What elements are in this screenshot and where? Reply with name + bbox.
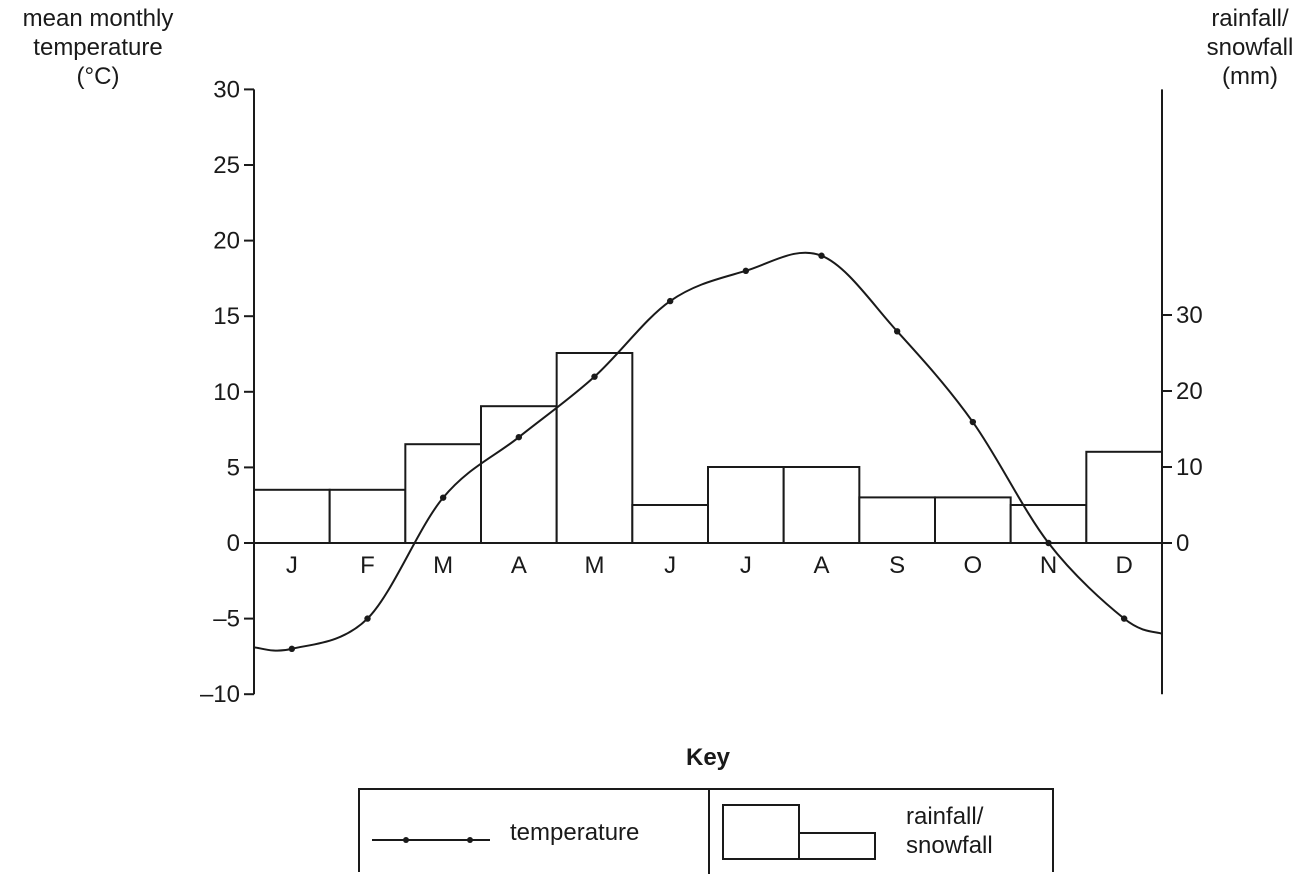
legend-title: Key [685, 744, 731, 771]
left-tick-label: 0 [227, 530, 240, 557]
rainfall-bar [1085, 450, 1164, 544]
left-tick-label: –5 [213, 606, 240, 633]
rainfall-bar [1009, 504, 1088, 544]
temperature-point [818, 252, 825, 259]
rainfall-bar [782, 466, 861, 544]
left-tick-label: 15 [213, 303, 240, 330]
month-label: M [433, 552, 453, 579]
month-label: M [585, 552, 605, 579]
legend-temperature-label: temperature [510, 819, 640, 846]
month-label: J [664, 552, 676, 579]
month-label: S [889, 552, 905, 579]
legend-rainfall-symbol [722, 804, 876, 860]
legend: temperature rainfall/ snowfall [358, 788, 1054, 874]
month-label: N [1040, 552, 1057, 579]
right-tick-label: 10 [1176, 454, 1203, 481]
axes [253, 89, 1163, 695]
rainfall-bar [707, 466, 785, 544]
temperature-points [288, 252, 1128, 653]
month-label: J [740, 552, 752, 579]
month-label: D [1115, 552, 1132, 579]
left-tick-label: 5 [227, 454, 240, 481]
legend-rainfall-label: rainfall/ snowfall [906, 803, 993, 859]
temperature-point [515, 433, 523, 441]
legend-temperature-symbol [372, 837, 490, 843]
month-label: J [286, 552, 298, 579]
right-tick-label: 20 [1176, 378, 1203, 405]
rainfall-bar [328, 488, 407, 544]
temperature-point [742, 267, 750, 275]
month-label: O [963, 552, 982, 579]
temperature-point [1120, 615, 1128, 622]
right-tick-label: 30 [1176, 302, 1203, 329]
rainfall-bar [934, 496, 1012, 544]
left-tick-label: 10 [213, 379, 240, 406]
temperature-point [1045, 539, 1052, 547]
rainfall-bar [253, 488, 331, 544]
temperature-point [439, 494, 447, 501]
temperature-point [288, 645, 296, 653]
left-axis-title: mean monthly temperature (°C) [22, 5, 174, 90]
left-axis-ticks: 30 25 20 15 10 5 0 –5 –10 [200, 76, 254, 708]
temperature-point [893, 328, 901, 335]
right-axis-ticks: 30 20 10 0 [1162, 302, 1203, 557]
right-axis-title: rainfall/ snowfall (mm) [1206, 5, 1294, 90]
month-label: A [511, 552, 527, 579]
temperature-line [253, 251, 1163, 652]
rainfall-bar [631, 504, 709, 544]
right-tick-label: 0 [1176, 530, 1189, 557]
left-tick-label: 25 [213, 152, 240, 179]
temperature-point [666, 297, 674, 305]
left-tick-label: 30 [213, 76, 240, 103]
temperature-point [364, 615, 371, 622]
legend-divider [708, 790, 710, 874]
left-tick-label: –10 [200, 681, 240, 708]
rainfall-bar [858, 496, 936, 544]
rainfall-bar [555, 352, 634, 544]
month-label: F [360, 552, 375, 579]
left-tick-label: 20 [213, 228, 240, 255]
temperature-point [969, 418, 977, 426]
month-label: A [813, 552, 829, 579]
temperature-point [591, 373, 598, 380]
rainfall-bar [404, 443, 483, 545]
rainfall-bar [480, 405, 558, 545]
rainfall-bars [253, 352, 1164, 545]
